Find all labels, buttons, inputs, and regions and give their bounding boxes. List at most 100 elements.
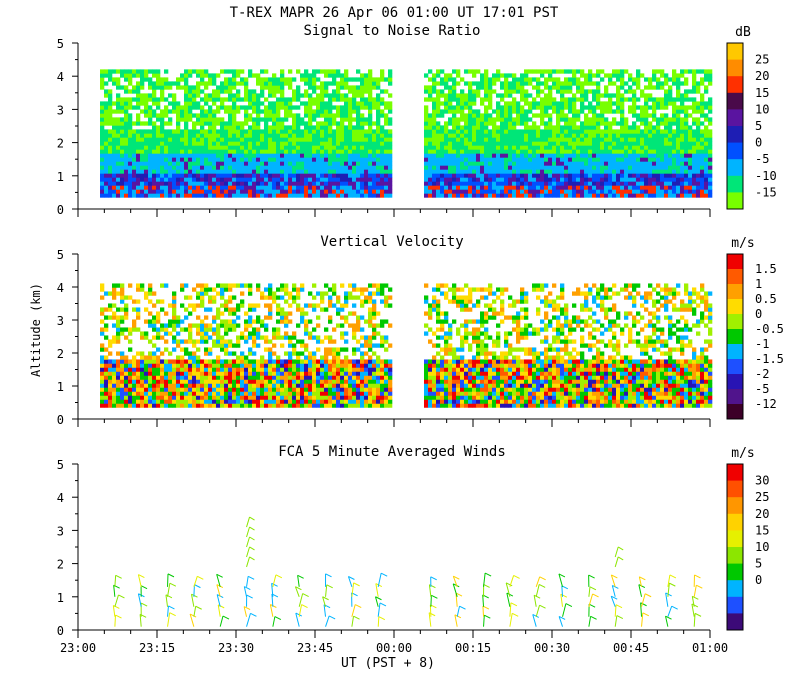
heat-cell bbox=[204, 331, 209, 336]
heat-cell bbox=[676, 81, 681, 86]
heat-cell bbox=[476, 93, 481, 98]
heat-cell bbox=[244, 283, 249, 288]
heat-cell bbox=[224, 133, 229, 138]
heat-cell bbox=[636, 189, 641, 194]
heat-cell bbox=[524, 141, 529, 146]
heat-cell bbox=[212, 157, 217, 162]
heat-cell bbox=[144, 121, 149, 126]
heat-cell bbox=[220, 97, 225, 102]
heat-cell bbox=[232, 193, 237, 198]
heat-cell bbox=[556, 89, 561, 94]
heat-cell bbox=[388, 129, 393, 134]
heat-cell bbox=[144, 129, 149, 134]
heat-cell bbox=[256, 137, 261, 142]
heat-cell bbox=[256, 363, 261, 368]
heat-cell bbox=[536, 173, 541, 178]
heat-cell bbox=[152, 181, 157, 186]
heat-cell bbox=[260, 81, 265, 86]
heat-cell bbox=[140, 283, 145, 288]
heat-cell bbox=[144, 77, 149, 82]
heat-cell bbox=[200, 77, 205, 82]
heat-cell bbox=[148, 323, 153, 328]
heat-cell bbox=[528, 81, 533, 86]
heat-cell bbox=[512, 157, 517, 162]
heat-cell bbox=[164, 129, 169, 134]
heat-cell bbox=[684, 157, 689, 162]
heat-cell bbox=[436, 125, 441, 130]
heat-cell bbox=[184, 101, 189, 106]
heat-cell bbox=[208, 371, 213, 376]
heat-cell bbox=[300, 177, 305, 182]
heat-cell bbox=[188, 355, 193, 360]
heat-cell bbox=[380, 177, 385, 182]
heat-cell bbox=[180, 403, 185, 408]
heat-cell bbox=[244, 391, 249, 396]
heat-cell bbox=[488, 93, 493, 98]
heat-cell bbox=[604, 193, 609, 198]
heat-cell bbox=[192, 351, 197, 356]
heat-cell bbox=[292, 105, 297, 110]
heat-cell bbox=[376, 81, 381, 86]
heat-cell bbox=[476, 129, 481, 134]
heat-cell bbox=[236, 375, 241, 380]
heat-cell bbox=[460, 113, 465, 118]
heat-cell bbox=[100, 137, 105, 142]
heat-cell bbox=[248, 93, 253, 98]
x-axis-label: UT (PST + 8) bbox=[341, 656, 435, 671]
heat-cell bbox=[272, 185, 277, 190]
heat-cell bbox=[364, 177, 369, 182]
heat-cell bbox=[232, 403, 237, 408]
heat-cell bbox=[252, 403, 257, 408]
heat-cell bbox=[124, 169, 129, 174]
heat-cell bbox=[120, 367, 125, 372]
heat-cell bbox=[560, 93, 565, 98]
heat-cell bbox=[364, 117, 369, 122]
heat-cell bbox=[184, 121, 189, 126]
heat-cell bbox=[436, 129, 441, 134]
heat-cell bbox=[628, 125, 633, 130]
heat-cell bbox=[676, 77, 681, 82]
heat-cell bbox=[364, 77, 369, 82]
heat-cell bbox=[380, 145, 385, 150]
heat-cell bbox=[472, 81, 477, 86]
heat-cell bbox=[188, 327, 193, 332]
heat-cell bbox=[368, 181, 373, 186]
heat-cell bbox=[216, 323, 221, 328]
heat-cell bbox=[432, 193, 437, 198]
heat-cell bbox=[160, 399, 165, 404]
heat-cell bbox=[124, 355, 129, 360]
heat-cell bbox=[260, 193, 265, 198]
heat-cell bbox=[572, 77, 577, 82]
heat-cell bbox=[320, 133, 325, 138]
heat-cell bbox=[444, 193, 449, 198]
heat-cell bbox=[184, 141, 189, 146]
heat-cell bbox=[172, 145, 177, 150]
heat-cell bbox=[592, 125, 597, 130]
heat-cell bbox=[560, 149, 565, 154]
heat-cell bbox=[248, 69, 253, 74]
heat-cell bbox=[284, 113, 289, 118]
heat-cell bbox=[176, 193, 181, 198]
heat-cell bbox=[148, 339, 153, 344]
heat-cell bbox=[668, 193, 673, 198]
heat-cell bbox=[488, 129, 493, 134]
heat-cell bbox=[268, 359, 273, 364]
heat-cell bbox=[544, 161, 549, 166]
heat-cell bbox=[488, 81, 493, 86]
heat-cell bbox=[216, 307, 221, 312]
heat-cell bbox=[236, 97, 241, 102]
heat-cell bbox=[528, 161, 533, 166]
heat-cell bbox=[188, 403, 193, 408]
heat-cell bbox=[160, 121, 165, 126]
heat-cell bbox=[196, 291, 201, 296]
heat-cell bbox=[488, 165, 493, 170]
heat-cell bbox=[180, 375, 185, 380]
heat-cell bbox=[500, 157, 505, 162]
heat-cell bbox=[220, 161, 225, 166]
heat-cell bbox=[368, 169, 373, 174]
heat-cell bbox=[276, 129, 281, 134]
heat-cell bbox=[432, 149, 437, 154]
heat-cell bbox=[148, 363, 153, 368]
heat-cell bbox=[512, 105, 517, 110]
heat-cell bbox=[472, 149, 477, 154]
